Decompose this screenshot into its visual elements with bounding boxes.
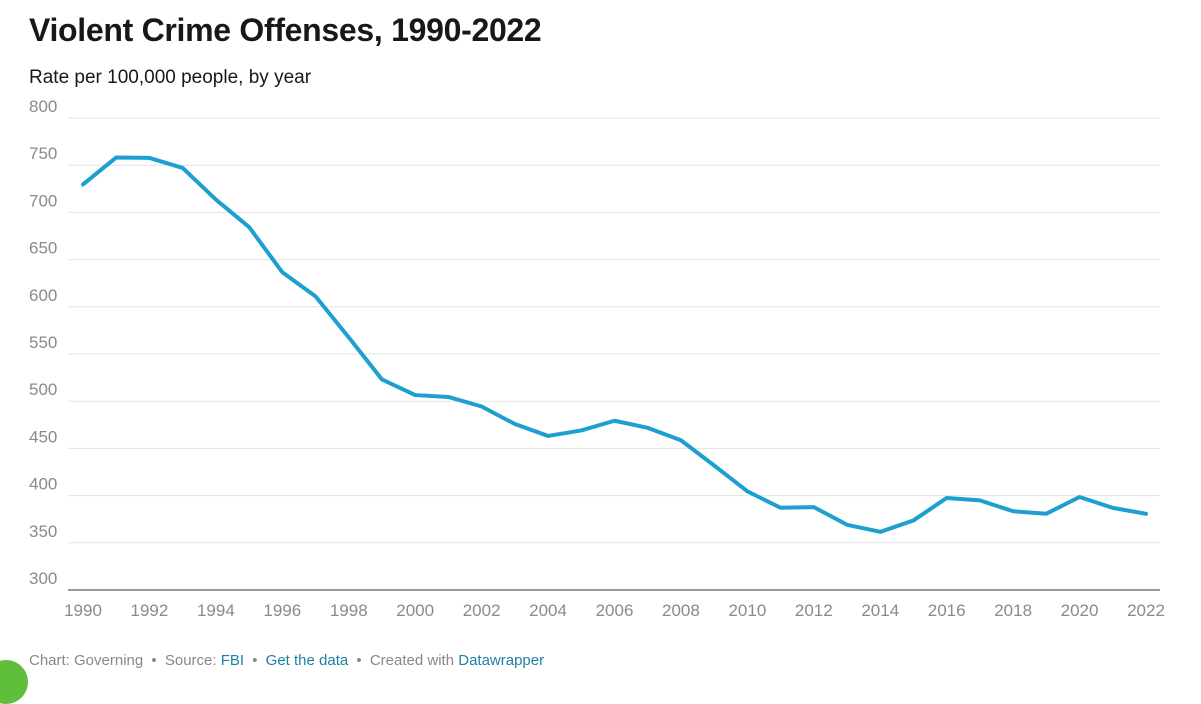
- x-tick-label: 1992: [131, 601, 169, 620]
- x-tick-label: 2006: [596, 601, 634, 620]
- y-tick-label: 350: [29, 522, 57, 541]
- created-with-label: Created with: [369, 652, 455, 669]
- x-tick-label: 1996: [263, 601, 301, 620]
- series-line: [81, 155, 1148, 534]
- x-tick-label: 2010: [728, 601, 766, 620]
- chart-footer: Chart: Governing • Source: FBI • Get the…: [29, 652, 544, 669]
- x-tick-label: 2018: [994, 601, 1032, 620]
- x-tick-label: 2000: [396, 601, 434, 620]
- x-tick-label: 1990: [64, 601, 102, 620]
- chart-title: Violent Crime Offenses, 1990-2022: [29, 12, 542, 48]
- x-tick-label: 1998: [330, 601, 368, 620]
- y-tick-label: 700: [29, 191, 57, 210]
- x-tick-label: 2004: [529, 601, 567, 620]
- y-tick-label: 600: [29, 286, 57, 305]
- source-label: Source:: [164, 652, 217, 669]
- chart-subtitle: Rate per 100,000 people, by year: [29, 67, 312, 88]
- x-tick-label: 2020: [1061, 601, 1099, 620]
- y-tick-label: 800: [29, 97, 57, 116]
- y-tick-label: 400: [29, 475, 57, 494]
- x-tick-label: 2014: [861, 601, 899, 620]
- footer-separator: •: [356, 652, 362, 669]
- source-link-fbi[interactable]: FBI: [220, 652, 245, 669]
- x-axis-labels: 1990 1992 1994 1996 1998 2000 2002 2004 2006 2008…: [64, 601, 1165, 620]
- datawrapper-link[interactable]: Datawrapper: [458, 652, 545, 669]
- x-tick-label: 2022: [1127, 601, 1165, 620]
- x-tick-label: 2002: [463, 601, 501, 620]
- green-badge-icon: [0, 660, 28, 704]
- gridlines: [68, 117, 1160, 591]
- get-the-data-link[interactable]: Get the data: [265, 652, 349, 669]
- chart-credit: Chart: Governing: [29, 652, 144, 669]
- y-tick-label: 750: [29, 144, 57, 163]
- y-tick-label: 650: [29, 239, 57, 258]
- y-axis-labels: 300 350 400 450 500 550 600 650 700 750 800: [29, 97, 57, 588]
- footer-separator: •: [252, 652, 258, 669]
- y-tick-label: 300: [29, 569, 57, 588]
- x-tick-label: 1994: [197, 601, 235, 620]
- x-tick-label: 2008: [662, 601, 700, 620]
- y-tick-label: 550: [29, 333, 57, 352]
- x-tick-label: 2012: [795, 601, 833, 620]
- y-tick-label: 450: [29, 427, 57, 446]
- footer-separator: •: [151, 652, 157, 669]
- x-tick-label: 2016: [928, 601, 966, 620]
- series-group: [81, 155, 1148, 534]
- y-tick-label: 500: [29, 380, 57, 399]
